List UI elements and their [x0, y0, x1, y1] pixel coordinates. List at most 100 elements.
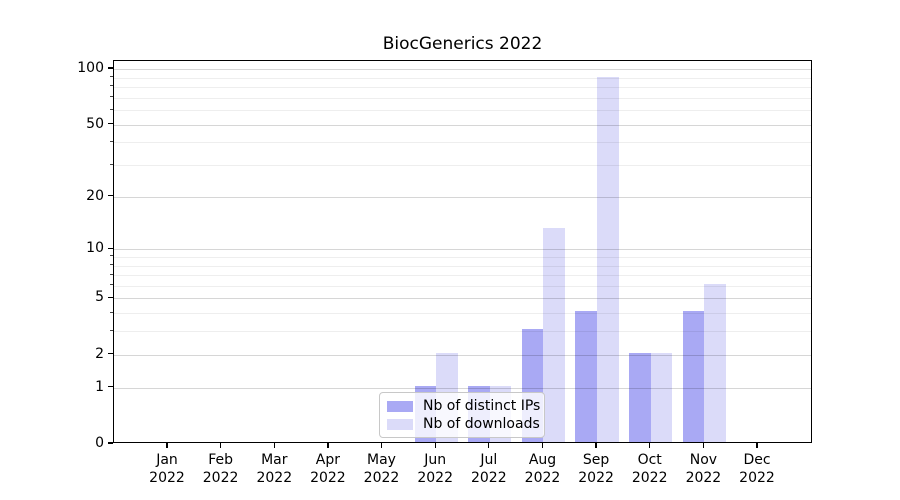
- y-tick-0: [108, 442, 113, 444]
- y-tick-label-5: 5: [95, 289, 104, 306]
- y-tick-label-50: 50: [86, 115, 104, 132]
- x-label-month: Jan: [156, 452, 178, 468]
- x-label-month: Nov: [689, 452, 718, 468]
- major-gridline-1: [114, 387, 811, 389]
- y-tick-label-20: 20: [86, 187, 104, 204]
- minor-gridline-3: [114, 331, 811, 333]
- major-gridline-10: [114, 249, 811, 251]
- x-tick-apr: [327, 443, 329, 448]
- x-tick-label-sep: Sep 2022: [564, 451, 628, 487]
- x-tick-dec: [756, 443, 758, 448]
- minor-gridline-70: [114, 97, 811, 99]
- x-label-year: 2022: [631, 470, 668, 486]
- x-tick-label-oct: Oct 2022: [618, 451, 682, 487]
- y-minor-tick-7: [110, 273, 113, 275]
- y-tick-2: [108, 353, 113, 355]
- minor-gridline-9: [114, 256, 811, 258]
- x-label-year: 2022: [310, 470, 346, 486]
- bar-distinct-ips-nov: [682, 311, 705, 442]
- y-minor-tick-9: [110, 255, 113, 257]
- y-tick-label-10: 10: [86, 240, 104, 257]
- minor-gridline-8: [114, 265, 811, 267]
- minor-gridline-40: [114, 142, 811, 144]
- y-minor-tick-30: [110, 163, 113, 165]
- y-minor-tick-6: [110, 284, 113, 286]
- y-tick-20: [108, 194, 113, 197]
- y-tick-5: [108, 296, 113, 299]
- bar-downloads-oct: [650, 352, 673, 442]
- x-label-year: 2022: [739, 470, 775, 486]
- x-label-year: 2022: [524, 470, 561, 486]
- minor-gridline-80: [114, 86, 811, 88]
- x-label-month: Aug: [528, 452, 557, 468]
- bar-downloads-sep: [597, 77, 619, 442]
- y-tick-label-0: 0: [95, 435, 104, 451]
- y-minor-tick-80: [110, 85, 113, 87]
- x-label-month: Feb: [208, 452, 233, 468]
- x-label-month: Jun: [424, 452, 447, 468]
- x-tick-oct: [649, 443, 651, 448]
- x-label-year: 2022: [202, 470, 239, 486]
- x-tick-jan: [166, 443, 168, 448]
- x-tick-mar: [273, 443, 275, 448]
- y-tick-label-100: 100: [77, 60, 104, 76]
- chart-title: BiocGenerics 2022: [382, 34, 543, 54]
- x-tick-label-feb: Feb 2022: [189, 451, 253, 487]
- x-label-month: May: [367, 452, 396, 468]
- bar-downloads-nov: [704, 283, 726, 442]
- x-label-year: 2022: [363, 470, 400, 486]
- x-tick-label-may: May 2022: [350, 451, 414, 487]
- plot-area: [113, 60, 812, 443]
- x-label-month: Oct: [637, 452, 662, 468]
- y-minor-tick-60: [110, 108, 113, 110]
- major-gridline-5: [114, 298, 811, 300]
- minor-gridline-90: [114, 77, 811, 79]
- bar-distinct-ips-sep: [575, 311, 598, 442]
- x-tick-nov: [702, 443, 705, 448]
- x-tick-aug: [541, 443, 544, 448]
- y-tick-10: [108, 247, 113, 249]
- y-minor-tick-8: [110, 264, 113, 265]
- major-gridline-50: [114, 124, 811, 126]
- x-tick-jun: [434, 443, 436, 448]
- legend-label-distinct-ips: Nb of distinct IPs: [423, 398, 541, 414]
- x-label-month: Sep: [582, 452, 610, 468]
- x-label-month: Dec: [743, 452, 771, 468]
- y-tick-1: [108, 386, 113, 388]
- x-tick-label-aug: Aug 2022: [511, 451, 575, 487]
- y-tick-50: [108, 122, 113, 125]
- legend-row-distinct-ips: Nb of distinct IPs: [387, 398, 541, 414]
- legend-row-downloads: Nb of downloads: [387, 416, 540, 432]
- x-tick-may: [380, 443, 383, 448]
- major-gridline-20: [114, 196, 811, 198]
- legend-label-downloads: Nb of downloads: [423, 416, 540, 432]
- minor-gridline-7: [114, 275, 811, 276]
- x-label-month: Apr: [315, 452, 340, 468]
- x-tick-label-jun: Jun 2022: [403, 451, 467, 487]
- bar-downloads-aug: [543, 227, 566, 442]
- x-label-year: 2022: [256, 470, 293, 486]
- y-tick-label-1: 1: [95, 378, 104, 395]
- x-tick-label-apr: Apr 2022: [296, 451, 360, 487]
- x-label-year: 2022: [417, 470, 453, 486]
- x-tick-label-dec: Dec 2022: [725, 451, 789, 487]
- y-tick-100: [108, 67, 113, 69]
- x-tick-jul: [488, 443, 490, 448]
- legend-swatch-distinct-ips: [387, 400, 413, 412]
- legend-swatch-downloads: [387, 418, 413, 430]
- minor-gridline-60: [114, 110, 811, 111]
- minor-gridline-30: [114, 165, 811, 166]
- x-tick-label-mar: Mar 2022: [242, 451, 306, 487]
- y-minor-tick-3: [110, 329, 113, 331]
- bar-distinct-ips-oct: [629, 352, 651, 442]
- x-tick-label-jan: Jan 2022: [135, 451, 199, 487]
- x-label-year: 2022: [578, 470, 614, 486]
- minor-gridline-4: [114, 313, 811, 315]
- x-label-year: 2022: [149, 470, 185, 486]
- x-label-month: Jul: [480, 452, 498, 468]
- y-minor-tick-40: [110, 140, 113, 142]
- x-label-year: 2022: [685, 470, 722, 486]
- x-label-month: Mar: [261, 452, 288, 468]
- x-label-year: 2022: [470, 470, 507, 486]
